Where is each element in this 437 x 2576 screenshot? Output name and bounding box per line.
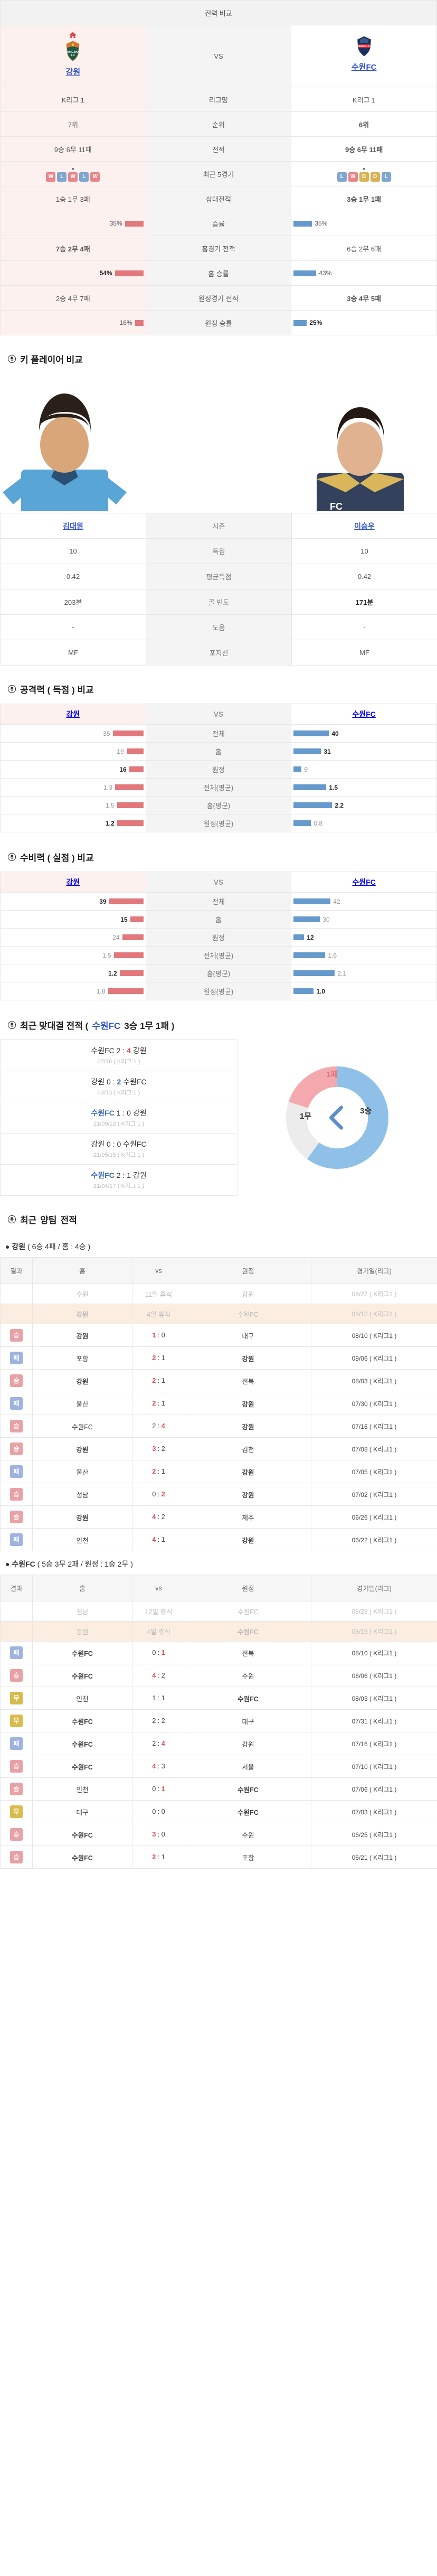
svg-text:FC: FC bbox=[71, 54, 75, 57]
svg-text:FC: FC bbox=[330, 501, 343, 511]
svg-text:GANGWON: GANGWON bbox=[65, 50, 81, 53]
svg-text:SUWON FC: SUWON FC bbox=[356, 44, 372, 48]
